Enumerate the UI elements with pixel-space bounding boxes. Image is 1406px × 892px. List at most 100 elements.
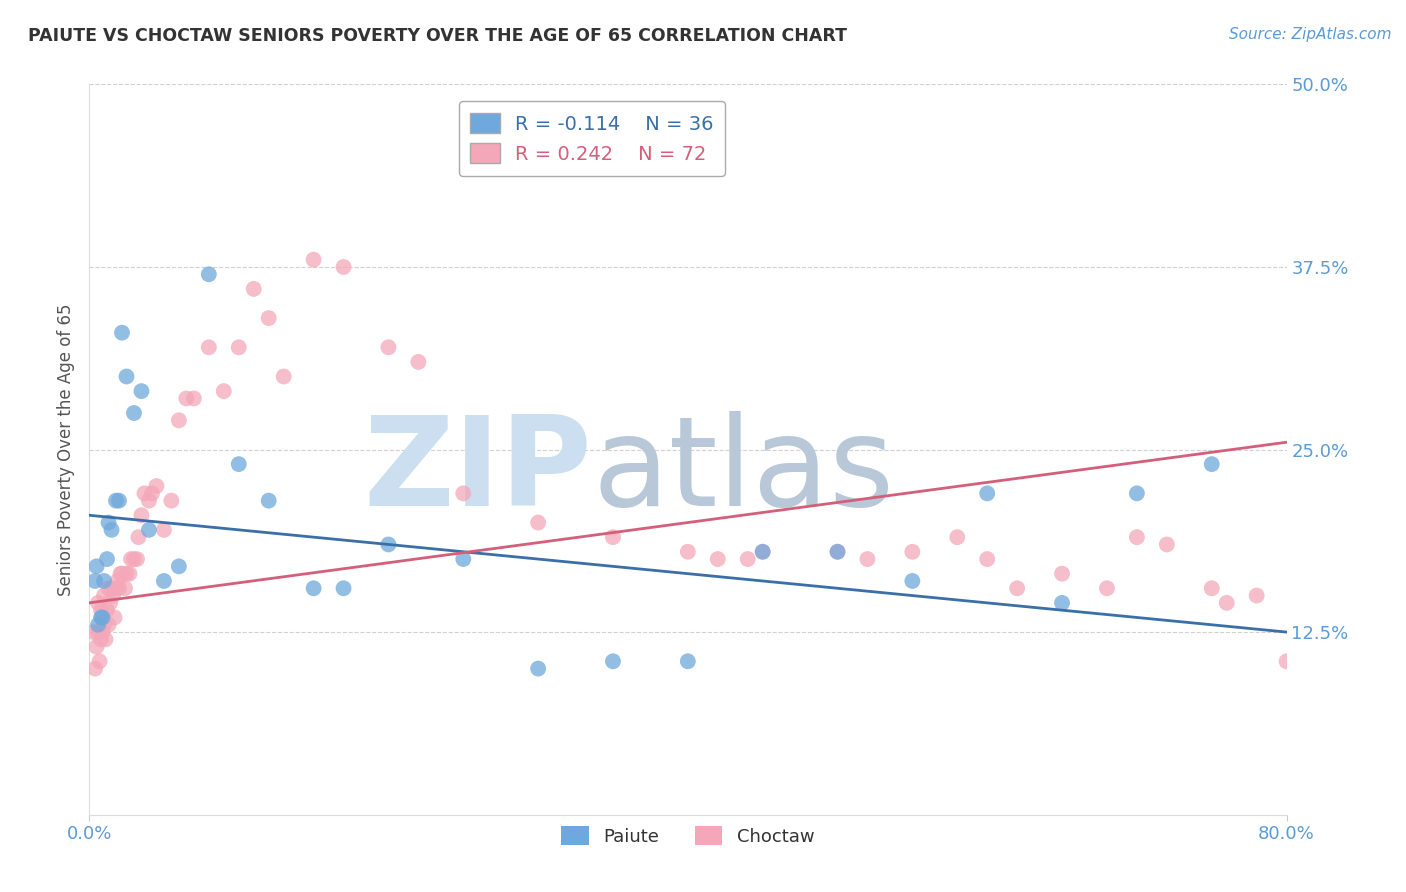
Point (527, 143, 550, 157)
Point (976, 486, 998, 500)
Point (273, 369, 295, 384)
Point (115, 369, 138, 384)
Point (94, 632, 117, 647)
Point (527, 516, 550, 530)
Point (676, 654, 699, 668)
Point (302, 252, 325, 267)
Point (127, 530, 149, 544)
Point (100, 523, 122, 537)
Point (96, 603, 118, 617)
Point (118, 566, 141, 581)
Point (332, 581, 354, 595)
Point (115, 566, 138, 581)
Point (105, 493, 128, 508)
Point (827, 545, 849, 559)
Point (111, 566, 134, 581)
Point (93, 617, 115, 632)
Point (87, 625, 110, 640)
Point (1050, 566, 1073, 581)
Point (676, 545, 699, 559)
Point (93, 574, 115, 588)
Point (453, 552, 475, 566)
Point (101, 589, 124, 603)
Point (228, 457, 250, 471)
Text: atlas: atlas (592, 411, 894, 532)
Point (87, 596, 110, 610)
Point (131, 508, 153, 523)
Point (751, 545, 773, 559)
Point (134, 486, 156, 500)
Point (84, 662, 107, 676)
Point (1005, 581, 1028, 595)
Point (302, 581, 325, 595)
Point (131, 384, 153, 398)
Y-axis label: Seniors Poverty Over the Age of 65: Seniors Poverty Over the Age of 65 (58, 303, 75, 596)
Point (145, 479, 167, 493)
Point (114, 581, 136, 595)
Point (120, 552, 142, 566)
Point (1201, 457, 1223, 471)
Point (856, 552, 879, 566)
Point (90, 632, 112, 647)
Point (1050, 596, 1073, 610)
Point (84, 574, 107, 588)
Point (332, 260, 354, 274)
Point (96, 552, 118, 566)
Point (946, 530, 969, 544)
Point (122, 552, 145, 566)
Point (1095, 581, 1118, 595)
Point (141, 486, 163, 500)
Point (138, 493, 160, 508)
Point (90, 610, 112, 624)
Point (176, 392, 198, 406)
Point (377, 537, 399, 551)
Point (105, 581, 128, 595)
Point (257, 493, 280, 508)
Point (122, 406, 145, 420)
Point (377, 340, 399, 354)
Point (242, 282, 264, 296)
Point (212, 384, 235, 398)
Point (198, 267, 221, 281)
Point (100, 581, 122, 595)
Point (153, 574, 176, 588)
Legend: Paiute, Choctaw: Paiute, Choctaw (554, 819, 821, 853)
Point (138, 523, 160, 537)
Point (1156, 537, 1178, 551)
Text: Source: ZipAtlas.com: Source: ZipAtlas.com (1229, 27, 1392, 42)
Point (97, 581, 120, 595)
Point (91, 625, 114, 640)
Point (976, 552, 998, 566)
Point (408, 355, 430, 369)
Point (827, 545, 849, 559)
Point (91, 610, 114, 624)
Point (167, 559, 190, 574)
Point (737, 552, 759, 566)
Point (89, 654, 111, 668)
Point (97, 516, 120, 530)
Point (103, 610, 125, 624)
Point (107, 574, 129, 588)
Point (453, 486, 475, 500)
Point (167, 413, 190, 427)
Point (1126, 486, 1149, 500)
Point (257, 311, 280, 326)
Point (125, 552, 148, 566)
Point (1126, 530, 1149, 544)
Point (153, 523, 176, 537)
Point (98, 596, 121, 610)
Point (527, 662, 550, 676)
Point (86, 559, 108, 574)
Point (901, 574, 924, 588)
Point (111, 326, 134, 340)
Point (83, 625, 105, 640)
Point (108, 493, 131, 508)
Point (97, 617, 120, 632)
Point (108, 581, 131, 595)
Point (93, 589, 115, 603)
Text: PAIUTE VS CHOCTAW SENIORS POVERTY OVER THE AGE OF 65 CORRELATION CHART: PAIUTE VS CHOCTAW SENIORS POVERTY OVER T… (28, 27, 848, 45)
Point (901, 545, 924, 559)
Point (198, 340, 221, 354)
Point (160, 493, 183, 508)
Point (1246, 589, 1268, 603)
